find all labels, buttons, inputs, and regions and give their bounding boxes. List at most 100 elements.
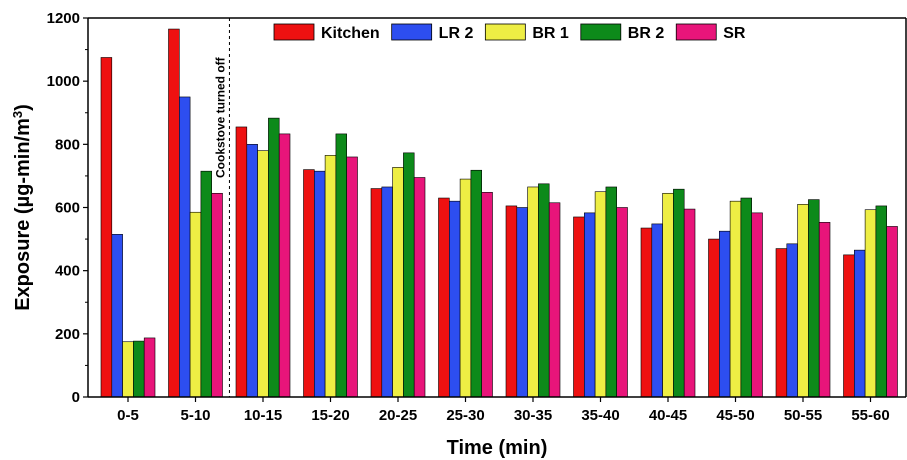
legend-swatch-kitchen: [273, 23, 315, 41]
bar-lr-2-55-60: [853, 249, 866, 398]
bar-sr-15-20: [346, 156, 358, 398]
legend-label-br-1: BR 1: [532, 25, 569, 42]
y-tick-label: 200: [55, 326, 80, 343]
x-tick-label: 15-20: [311, 407, 349, 424]
y-tick-label: 400: [55, 263, 80, 280]
x-tick-label: 10-15: [244, 407, 282, 424]
bar-sr-50-55: [818, 222, 831, 398]
bar-br-1-5-10: [189, 211, 202, 398]
bar-br-1-0-5: [122, 341, 134, 398]
bar-br-2-10-15: [268, 117, 280, 398]
y-axis-title-close: ): [12, 104, 34, 111]
y-tick-label: 1200: [47, 10, 80, 27]
legend-label-lr-2: LR 2: [439, 25, 474, 42]
bar-lr-2-50-55: [786, 243, 798, 398]
bar-br-2-5-10: [200, 170, 212, 398]
bar-kitchen-15-20: [303, 169, 315, 398]
x-tick-label: 55-60: [851, 407, 889, 424]
bar-sr-45-50: [751, 212, 763, 398]
legend-label-br-2: BR 2: [628, 25, 665, 42]
bar-lr-2-20-25: [381, 186, 393, 398]
bar-br-2-35-40: [605, 186, 618, 398]
bar-br-2-30-35: [538, 183, 550, 398]
bar-kitchen-20-25: [370, 188, 383, 398]
bar-br-2-55-60: [875, 205, 888, 398]
x-tick-label: 0-5: [117, 407, 139, 424]
bar-lr-2-35-40: [583, 212, 596, 398]
bar-kitchen-45-50: [708, 238, 720, 398]
bar-br-1-25-30: [459, 178, 472, 398]
y-tick-label: 600: [55, 200, 80, 217]
bar-br-2-25-30: [470, 169, 482, 398]
bar-br-2-15-20: [335, 133, 347, 398]
x-tick-label: 30-35: [514, 407, 552, 424]
bar-kitchen-30-35: [505, 205, 518, 398]
bar-sr-55-60: [886, 226, 898, 398]
y-tick-label: 1000: [47, 73, 80, 90]
bar-lr-2-30-35: [516, 207, 528, 398]
legend-label-kitchen: Kitchen: [321, 25, 380, 42]
bars-layer: [100, 28, 898, 398]
bar-br-1-55-60: [864, 209, 877, 398]
x-tick-label: 5-10: [180, 407, 210, 424]
bar-lr-2-15-20: [313, 170, 326, 398]
legend-swatch-br-2: [580, 23, 622, 41]
legend-swatch-sr: [675, 23, 717, 41]
bar-br-2-50-55: [808, 199, 820, 398]
bar-br-1-10-15: [257, 150, 269, 398]
bar-br-1-40-45: [662, 192, 674, 398]
x-tick-label: 40-45: [649, 407, 687, 424]
bar-kitchen-5-10: [168, 28, 180, 398]
bar-kitchen-10-15: [235, 126, 248, 398]
cookstove-off-annotation: Cookstove turned off: [213, 56, 227, 178]
bar-sr-25-30: [481, 192, 493, 398]
bar-sr-5-10: [211, 192, 223, 398]
bar-br-2-0-5: [133, 340, 145, 398]
y-axis-ticks: 0 200 400 600 800 1000 1200: [47, 10, 88, 406]
bar-br-2-45-50: [740, 197, 753, 398]
bar-kitchen-35-40: [573, 216, 585, 398]
bar-sr-40-45: [683, 208, 696, 398]
bar-sr-10-15: [278, 133, 291, 398]
bar-lr-2-10-15: [246, 144, 258, 398]
bar-kitchen-40-45: [640, 227, 653, 398]
x-tick-label: 25-30: [446, 407, 484, 424]
bar-lr-2-25-30: [448, 200, 461, 398]
bar-br-1-50-55: [797, 204, 809, 398]
bar-br-1-20-25: [392, 167, 404, 398]
bar-kitchen-25-30: [438, 197, 450, 398]
y-tick-label: 800: [55, 136, 80, 153]
x-tick-label: 50-55: [784, 407, 822, 424]
bar-kitchen-0-5: [100, 57, 113, 398]
x-axis-ticks: 0-5 5-10 10-15 15-20 20-25 25-30 30-35 35-40 40-…: [117, 397, 890, 424]
bar-kitchen-50-55: [775, 248, 788, 398]
bar-br-1-35-40: [594, 191, 607, 398]
x-tick-label: 20-25: [379, 407, 417, 424]
legend-swatch-lr-2: [391, 23, 433, 41]
legend-label-sr: SR: [723, 25, 746, 42]
bar-sr-35-40: [616, 207, 628, 398]
x-tick-label: 45-50: [716, 407, 754, 424]
legend: Kitchen LR 2 BR 1 BR 2 SR: [273, 23, 746, 42]
y-axis-title: Exposure (µg-min/m3): [10, 104, 34, 311]
bar-br-1-45-50: [729, 200, 742, 398]
y-axis-title-superscript: 3: [10, 111, 25, 118]
bar-br-1-15-20: [324, 155, 337, 398]
legend-swatch-br-1: [484, 23, 526, 41]
bar-sr-30-35: [548, 202, 561, 398]
y-axis-title-main: Exposure (µg-min/m: [12, 118, 34, 311]
bar-br-1-30-35: [527, 186, 539, 398]
bar-lr-2-45-50: [718, 230, 731, 398]
bar-lr-2-5-10: [179, 96, 191, 398]
bar-lr-2-40-45: [651, 223, 663, 398]
bar-kitchen-55-60: [843, 254, 855, 398]
bar-sr-0-5: [143, 337, 156, 398]
bar-sr-20-25: [413, 177, 426, 398]
x-tick-label: 35-40: [581, 407, 619, 424]
bar-br-2-40-45: [673, 188, 685, 398]
y-tick-label: 0: [72, 389, 80, 406]
x-axis-title: Time (min): [447, 437, 548, 459]
bar-lr-2-0-5: [111, 234, 123, 398]
bar-br-2-20-25: [403, 152, 415, 398]
